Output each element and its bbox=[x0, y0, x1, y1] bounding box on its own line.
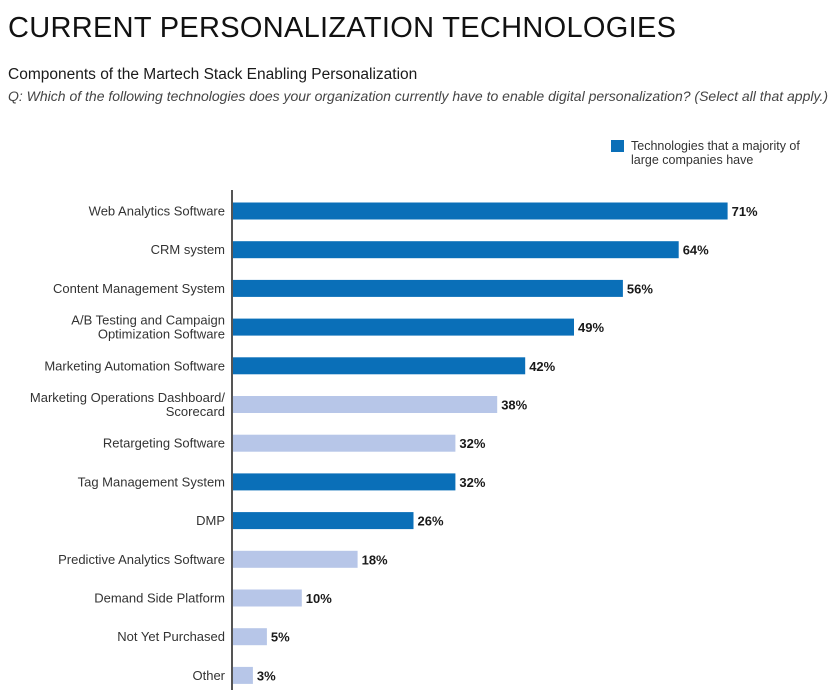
bar bbox=[232, 357, 526, 375]
category-label: Retargeting Software bbox=[103, 436, 225, 451]
bar bbox=[232, 279, 623, 297]
category-label: Web Analytics Software bbox=[89, 204, 225, 219]
category-label: Tag Management System bbox=[78, 474, 225, 489]
bar bbox=[232, 512, 414, 530]
chart-subtitle: Components of the Martech Stack Enabling… bbox=[8, 66, 418, 83]
category-label: Other bbox=[192, 668, 225, 683]
value-label: 38% bbox=[501, 398, 527, 413]
value-label: 26% bbox=[418, 514, 444, 529]
value-label: 49% bbox=[578, 320, 604, 335]
category-label: Marketing Operations Dashboard/ bbox=[30, 390, 225, 405]
survey-question: Q: Which of the following technologies d… bbox=[8, 88, 828, 104]
value-label: 5% bbox=[271, 630, 290, 645]
bar bbox=[232, 589, 302, 607]
value-label: 18% bbox=[362, 552, 388, 567]
category-label: Marketing Automation Software bbox=[44, 358, 225, 373]
legend-swatch-majority bbox=[611, 140, 624, 152]
category-label: Optimization Software bbox=[98, 327, 225, 342]
bar bbox=[232, 550, 358, 568]
bar bbox=[232, 318, 574, 336]
category-label: DMP bbox=[196, 513, 225, 528]
category-label: CRM system bbox=[151, 242, 225, 257]
bar bbox=[232, 396, 498, 413]
value-label: 3% bbox=[257, 668, 276, 683]
value-label: 32% bbox=[459, 436, 485, 451]
bar bbox=[232, 241, 679, 259]
page-title: CURRENT PERSONALIZATION TECHNOLOGIES bbox=[8, 12, 677, 44]
value-label: 64% bbox=[683, 243, 709, 258]
bar bbox=[232, 202, 728, 220]
value-label: 10% bbox=[306, 591, 332, 606]
category-label: Content Management System bbox=[53, 281, 225, 296]
category-label: Demand Side Platform bbox=[94, 591, 225, 606]
bar bbox=[232, 434, 456, 452]
category-label: Not Yet Purchased bbox=[117, 629, 225, 644]
category-label: A/B Testing and Campaign bbox=[71, 313, 225, 328]
bar bbox=[232, 473, 456, 491]
value-label: 42% bbox=[529, 359, 555, 374]
value-label: 32% bbox=[459, 475, 485, 490]
category-label: Predictive Analytics Software bbox=[58, 552, 225, 567]
category-label: Scorecard bbox=[166, 404, 225, 419]
value-label: 56% bbox=[627, 281, 653, 296]
bar bbox=[232, 666, 253, 684]
value-label: 71% bbox=[732, 204, 758, 219]
legend-label-majority: Technologies that a majority of large co… bbox=[631, 139, 800, 167]
bar bbox=[232, 628, 267, 646]
